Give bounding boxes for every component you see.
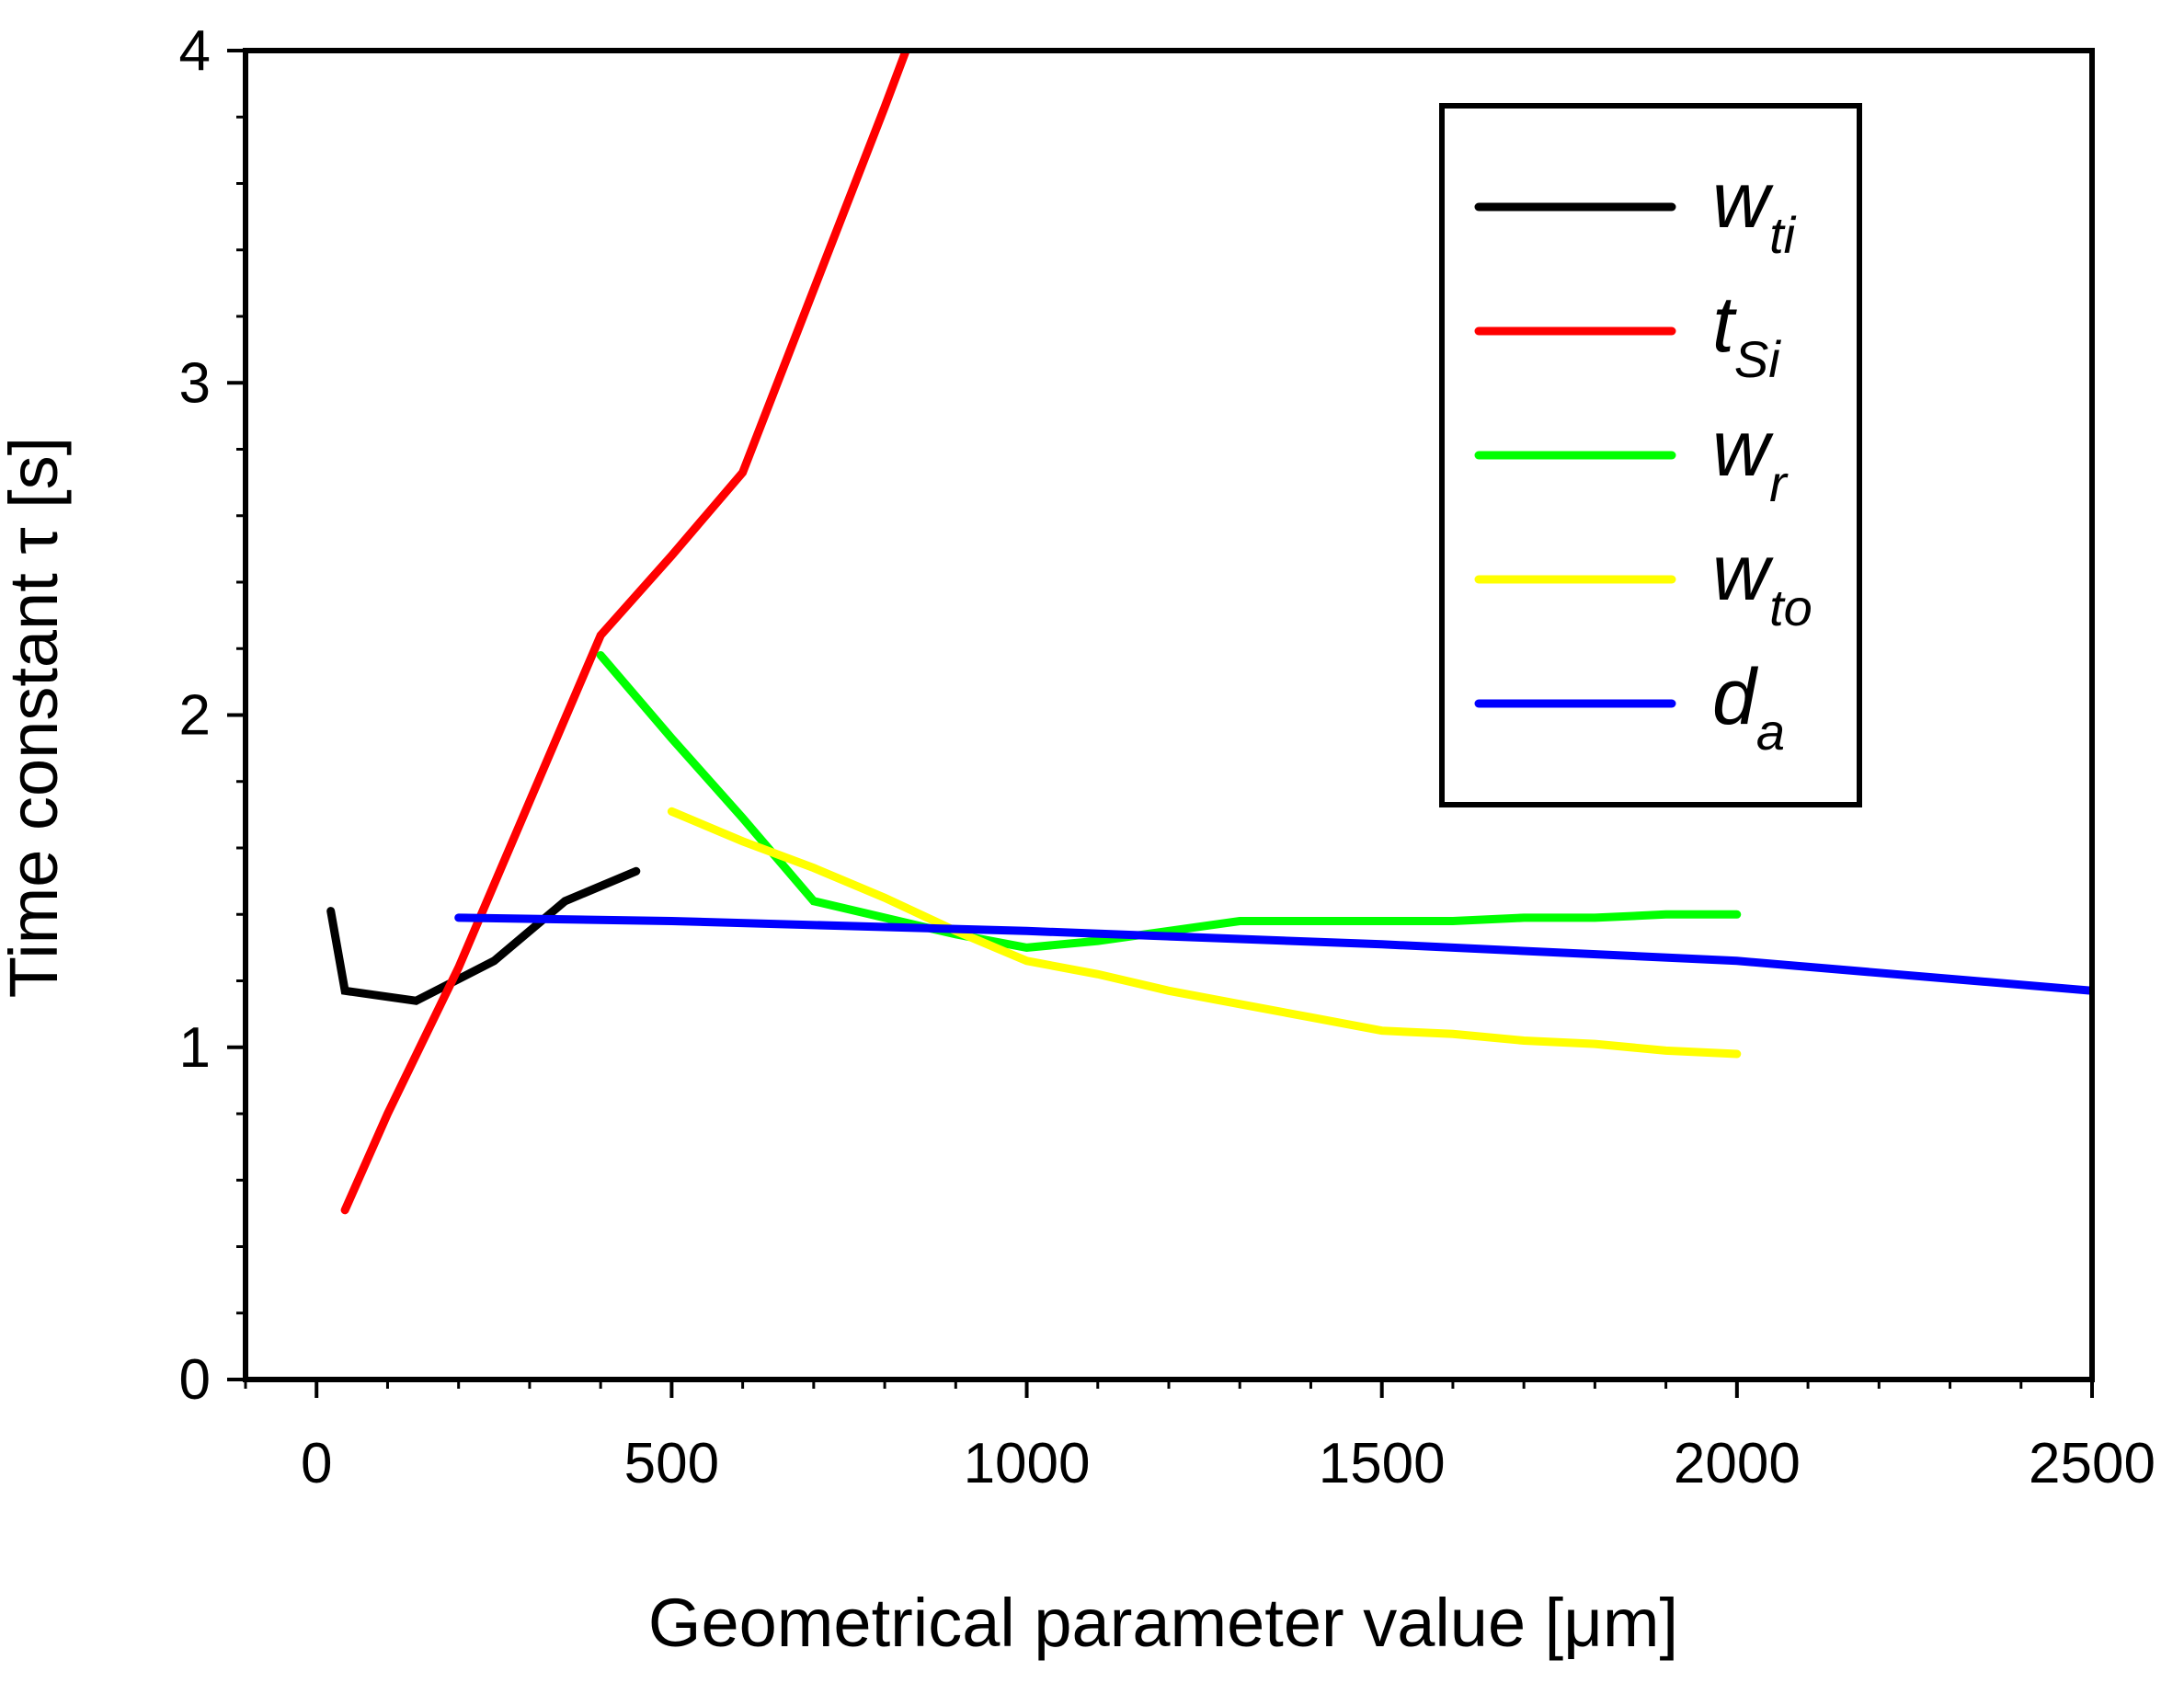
legend-label: wr xyxy=(1712,405,1789,512)
legend-entry-t-Si: tSi xyxy=(1474,280,1781,388)
series-line-d-a xyxy=(454,913,2092,995)
legend-label: wti xyxy=(1712,156,1797,264)
legend-entry-w-to: wto xyxy=(1474,529,1812,636)
x-tick-label: 0 xyxy=(301,1432,332,1495)
series-line-w-r xyxy=(596,651,1742,952)
legend-entry-d-a: da xyxy=(1474,653,1785,761)
legend-label: wto xyxy=(1712,529,1812,636)
x-tick-label: 2000 xyxy=(1674,1432,1801,1495)
y-tick-label: 0 xyxy=(179,1348,211,1412)
x-tick-label: 500 xyxy=(624,1432,719,1495)
x-tick-label: 2500 xyxy=(2029,1432,2155,1495)
series-line-w-to xyxy=(667,807,1742,1059)
x-tick-label: 1500 xyxy=(1319,1432,1446,1495)
series-line-t-Si xyxy=(340,51,910,1215)
y-tick-label: 4 xyxy=(179,19,211,83)
x-tick-label: 1000 xyxy=(964,1432,1091,1495)
y-tick-label: 3 xyxy=(179,351,211,415)
series-line-w-ti xyxy=(326,866,641,1005)
legend: wti tSi wr wto da xyxy=(1439,103,1862,807)
legend-label: tSi xyxy=(1712,280,1781,388)
y-axis-title: Time constant τ [s] xyxy=(0,437,72,998)
axes-layer: 0 1 2 3 4 0 500 1000 1500 2000 2500 xyxy=(179,19,2155,1495)
legend-entry-w-ti: wti xyxy=(1474,156,1797,264)
y-tick-label: 2 xyxy=(179,684,211,748)
legend-entry-w-r: wr xyxy=(1474,405,1789,512)
legend-label: da xyxy=(1712,653,1785,761)
y-tick-label: 1 xyxy=(179,1016,211,1080)
series-layer xyxy=(326,51,2092,1215)
x-axis-title: Geometrical parameter value [μm] xyxy=(648,1585,1678,1661)
